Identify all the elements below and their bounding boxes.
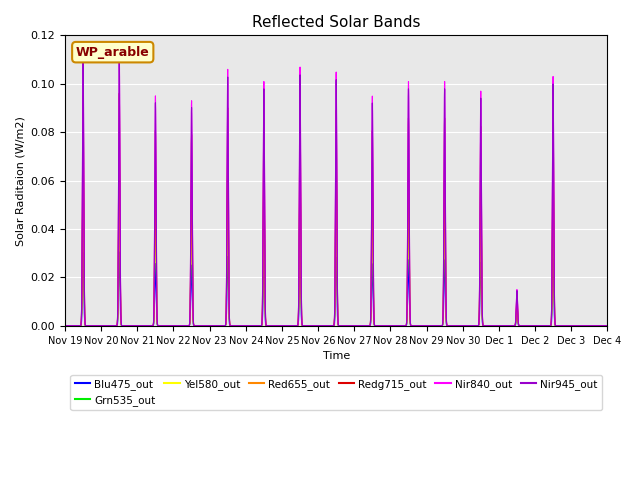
Nir840_out	[172, 323, 179, 329]
Grn535_out	[115, 159, 123, 165]
Yel580_out	[604, 323, 611, 329]
Redg715_out	[61, 323, 69, 329]
Red655_out	[602, 323, 609, 329]
Line: Blu475_out: Blu475_out	[65, 252, 607, 326]
Nir945_out	[61, 323, 69, 329]
Blu475_out	[604, 323, 611, 329]
Text: WP_arable: WP_arable	[76, 46, 150, 59]
Redg715_out	[115, 90, 123, 96]
Blu475_out	[61, 323, 69, 329]
Redg715_out	[264, 323, 272, 329]
Grn535_out	[488, 323, 496, 329]
Redg715_out	[177, 323, 185, 329]
Nir945_out	[574, 323, 582, 329]
Red655_out	[115, 145, 123, 151]
Yel580_out	[602, 323, 609, 329]
Nir840_out	[61, 323, 69, 329]
Line: Red655_out: Red655_out	[65, 148, 607, 326]
X-axis label: Time: Time	[323, 351, 350, 361]
Grn535_out	[602, 323, 609, 329]
Yel580_out	[488, 323, 496, 329]
Red655_out	[604, 323, 611, 329]
Grn535_out	[264, 323, 272, 329]
Grn535_out	[574, 323, 582, 329]
Nir945_out	[488, 323, 496, 329]
Nir840_out	[602, 323, 609, 329]
Grn535_out	[604, 323, 611, 329]
Blu475_out	[115, 249, 123, 255]
Nir840_out	[264, 323, 272, 329]
Line: Yel580_out: Yel580_out	[65, 154, 607, 326]
Yel580_out	[264, 323, 272, 329]
Red655_out	[177, 323, 185, 329]
Red655_out	[264, 323, 272, 329]
Redg715_out	[411, 323, 419, 329]
Redg715_out	[172, 323, 179, 329]
Nir945_out	[177, 323, 185, 329]
Yel580_out	[61, 323, 69, 329]
Nir840_out	[411, 323, 419, 329]
Nir945_out	[602, 323, 609, 329]
Yel580_out	[411, 323, 419, 329]
Redg715_out	[604, 323, 611, 329]
Nir945_out	[264, 323, 272, 329]
Grn535_out	[177, 323, 185, 329]
Nir945_out	[411, 323, 419, 329]
Legend: Blu475_out, Grn535_out, Yel580_out, Red655_out, Redg715_out, Nir840_out, Nir945_: Blu475_out, Grn535_out, Yel580_out, Red6…	[70, 374, 602, 410]
Nir945_out	[604, 323, 611, 329]
Blu475_out	[574, 323, 582, 329]
Yel580_out	[115, 151, 123, 156]
Yel580_out	[574, 323, 582, 329]
Line: Nir945_out: Nir945_out	[65, 60, 607, 326]
Line: Nir840_out: Nir840_out	[65, 52, 607, 326]
Redg715_out	[602, 323, 609, 329]
Blu475_out	[172, 323, 179, 329]
Nir840_out	[115, 49, 123, 55]
Y-axis label: Solar Raditaion (W/m2): Solar Raditaion (W/m2)	[15, 116, 25, 245]
Grn535_out	[61, 323, 69, 329]
Blu475_out	[411, 323, 419, 329]
Blu475_out	[177, 323, 185, 329]
Nir945_out	[115, 58, 123, 63]
Red655_out	[574, 323, 582, 329]
Grn535_out	[411, 323, 419, 329]
Title: Reflected Solar Bands: Reflected Solar Bands	[252, 15, 420, 30]
Yel580_out	[172, 323, 179, 329]
Redg715_out	[488, 323, 496, 329]
Nir840_out	[177, 323, 185, 329]
Blu475_out	[488, 323, 496, 329]
Yel580_out	[177, 323, 185, 329]
Nir840_out	[574, 323, 582, 329]
Line: Grn535_out: Grn535_out	[65, 162, 607, 326]
Nir840_out	[488, 323, 496, 329]
Redg715_out	[574, 323, 582, 329]
Nir840_out	[604, 323, 611, 329]
Nir945_out	[172, 323, 179, 329]
Line: Redg715_out: Redg715_out	[65, 93, 607, 326]
Red655_out	[411, 323, 419, 329]
Grn535_out	[172, 323, 179, 329]
Blu475_out	[602, 323, 609, 329]
Red655_out	[172, 323, 179, 329]
Red655_out	[61, 323, 69, 329]
Red655_out	[488, 323, 496, 329]
Blu475_out	[264, 323, 272, 329]
